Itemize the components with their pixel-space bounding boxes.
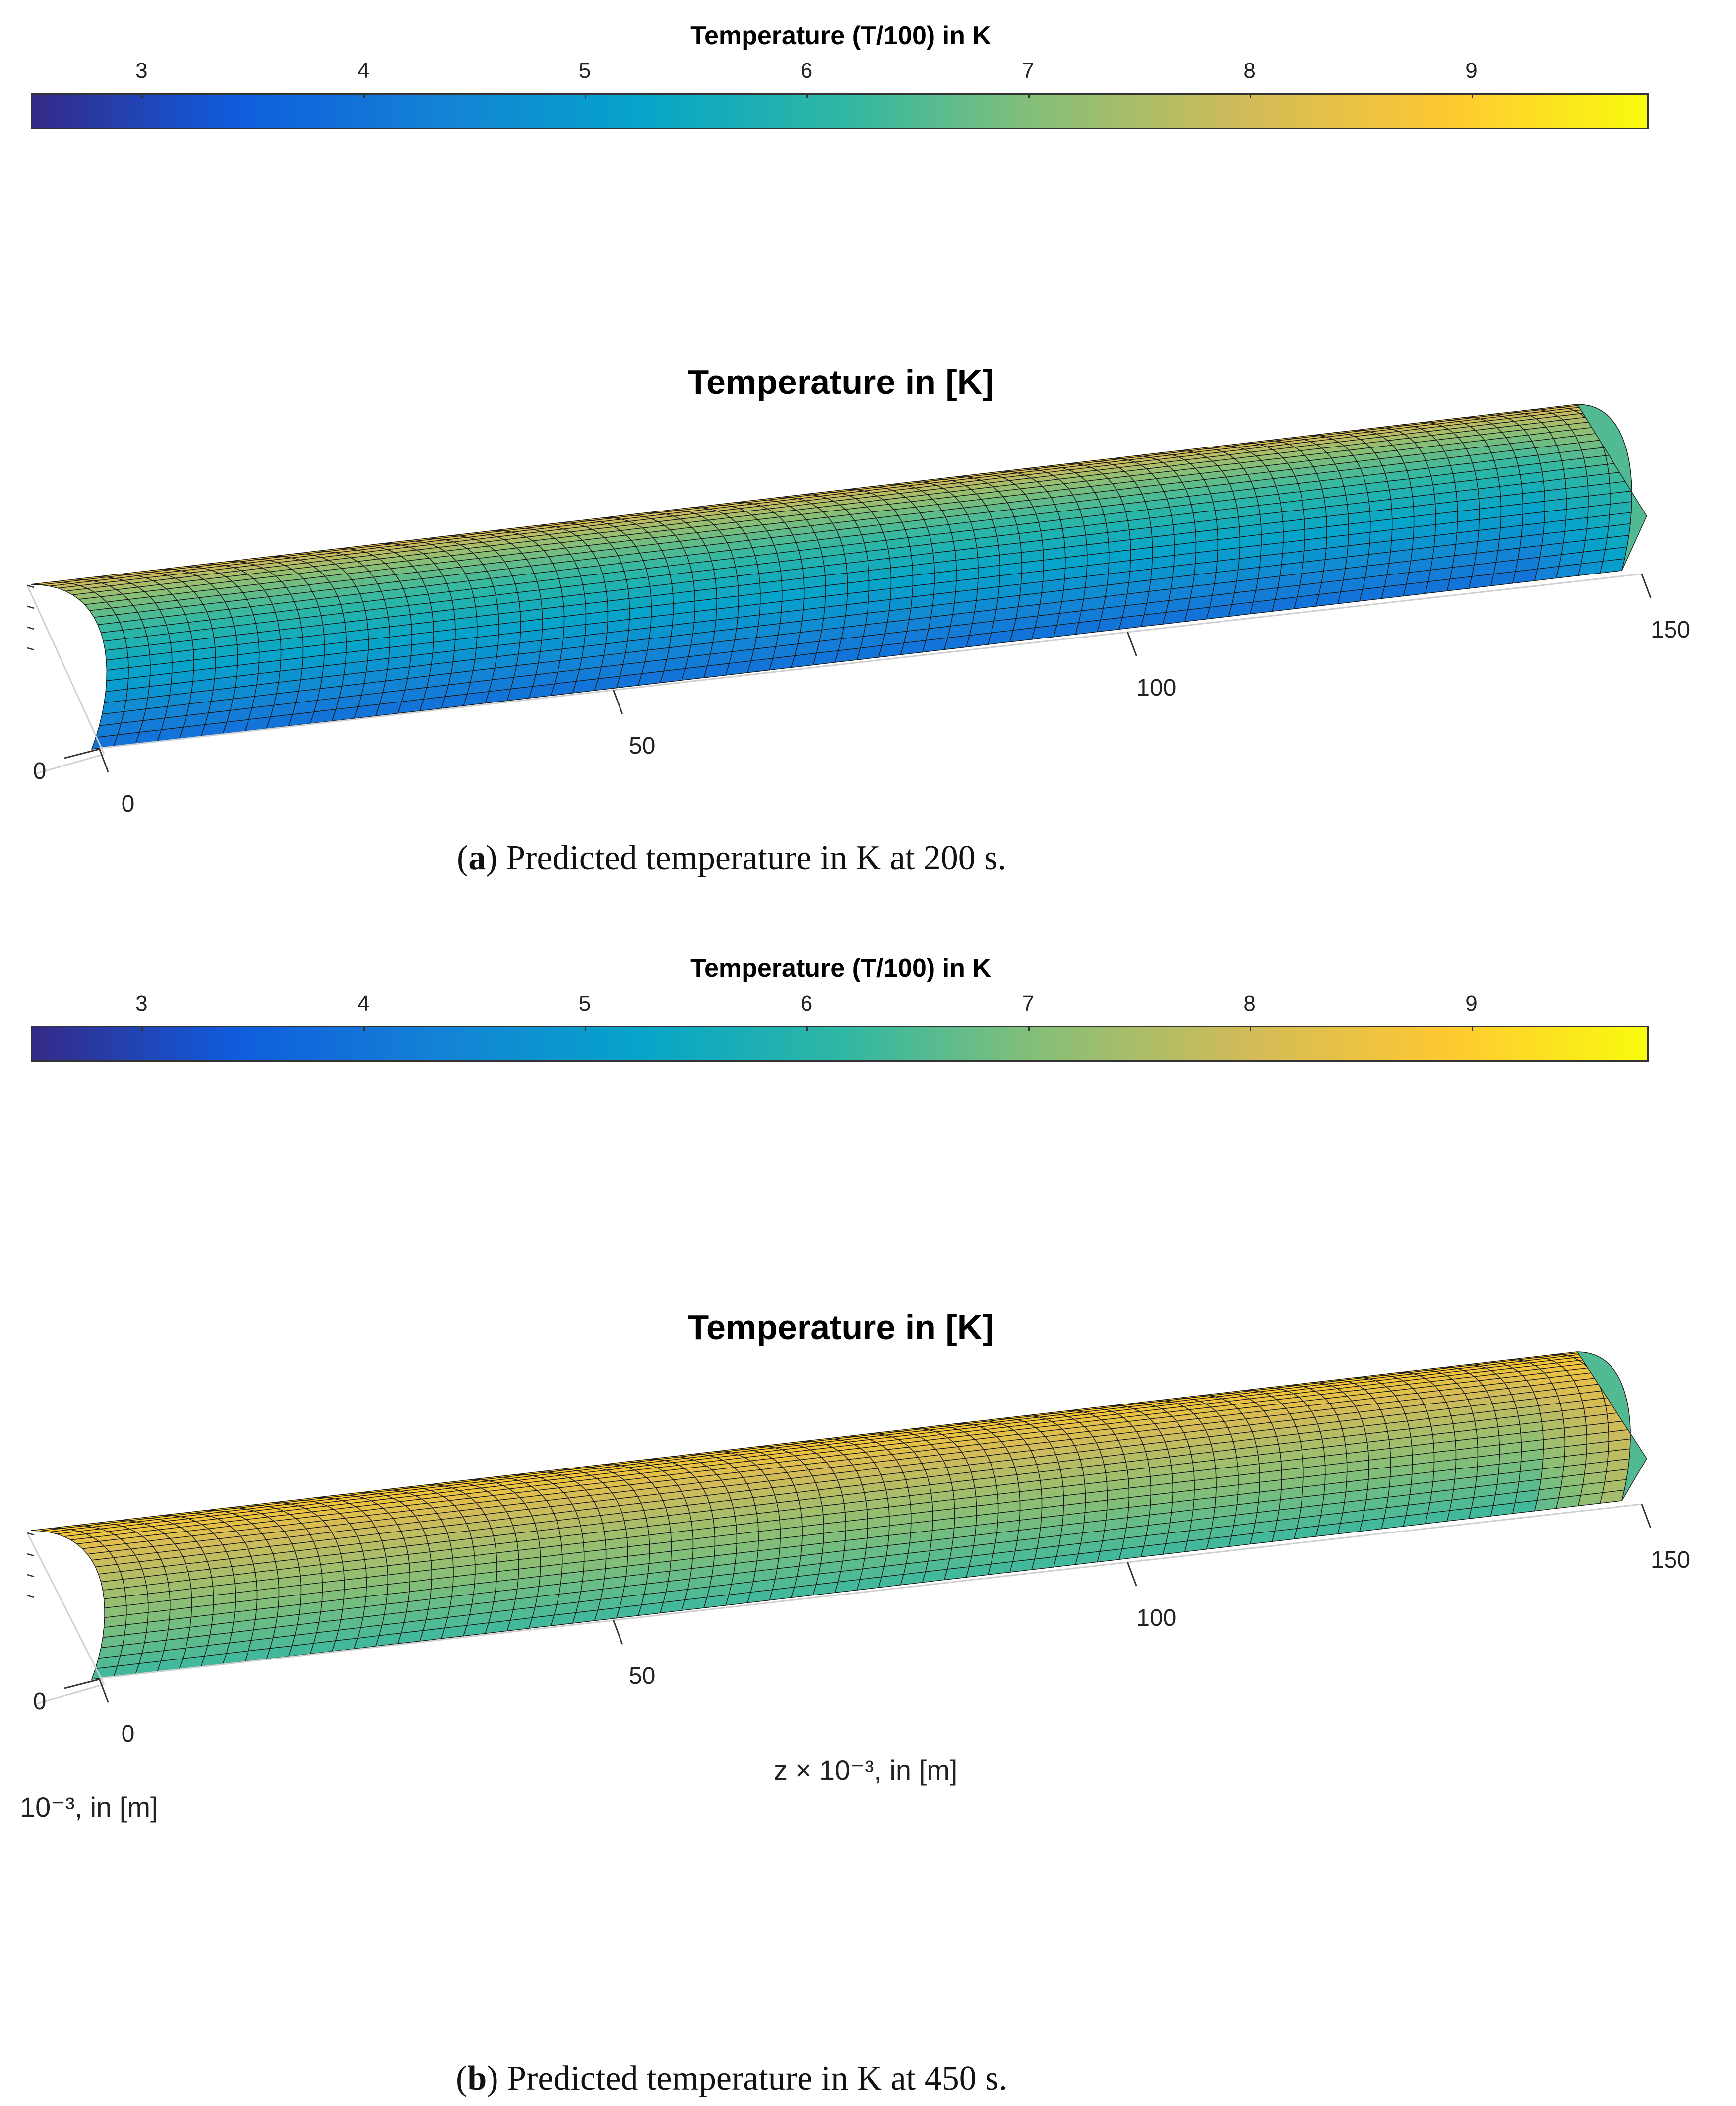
x-axis-line	[99, 573, 1642, 749]
plot-title: Temperature in [K]	[687, 363, 994, 401]
x-tick-label: 100	[1136, 675, 1176, 701]
colorbar-tick-label: 3	[135, 991, 148, 1016]
y-tick	[64, 1678, 100, 1689]
x-tick-label: 50	[629, 733, 655, 759]
colorbar-tick	[141, 93, 143, 98]
colorbar-title: Temperature (T/100) in K	[690, 21, 991, 50]
colorbar-tick-label: 5	[578, 59, 591, 83]
caption-letter: a	[468, 839, 486, 877]
colorbar	[31, 93, 1649, 129]
z-tick	[27, 584, 35, 588]
panel-a: Temperature (T/100) in K 3 4 5 6 7 8 9 Tempera…	[0, 0, 1736, 933]
colorbar-tick	[141, 1026, 143, 1031]
colorbar-tick	[585, 93, 587, 98]
caption-open: (	[457, 839, 469, 877]
colorbar-tick	[363, 1026, 365, 1031]
colorbar-tick	[806, 1026, 808, 1031]
z-tick	[27, 626, 35, 630]
panel-b: Temperature (T/100) in K 3 4 5 6 7 8 9 Tempera…	[0, 933, 1736, 2106]
x-tick	[613, 690, 623, 714]
colorbar-tick-label: 6	[800, 59, 813, 83]
x-tick	[1126, 1562, 1137, 1587]
z-tick	[27, 1574, 35, 1578]
x-tick	[98, 1678, 109, 1703]
colorbar-tick	[1249, 93, 1251, 98]
x-tick-label: 150	[1651, 617, 1690, 643]
x-tick-label: 50	[629, 1663, 655, 1689]
y-axis-line	[34, 753, 105, 775]
z-tick	[27, 1553, 35, 1557]
x-tick-label: 100	[1136, 1605, 1176, 1631]
left-edge-line	[26, 1532, 105, 1685]
colorbar-tick-label: 4	[357, 59, 370, 83]
caption-text: ) Predicted temperature in K at 450 s.	[487, 2059, 1007, 2098]
colorbar-tick	[1028, 1026, 1030, 1031]
surface-mesh	[30, 1351, 1647, 1680]
colorbar-tick	[1471, 1026, 1473, 1031]
colorbar-tick-label: 3	[135, 59, 148, 83]
y-axis-line	[34, 1683, 105, 1705]
colorbar-tick-label: 4	[357, 991, 370, 1016]
caption-open: (	[456, 2059, 468, 2098]
colorbar-tick-label: 7	[1022, 991, 1035, 1016]
x-tick	[1641, 574, 1652, 598]
x-tick	[1126, 632, 1137, 656]
plot-title: Temperature in [K]	[687, 1308, 994, 1346]
z-tick	[27, 647, 35, 651]
colorbar-tick	[1028, 93, 1030, 98]
colorbar-tick-label: 8	[1243, 991, 1256, 1016]
colorbar-tick-label: 5	[578, 991, 591, 1016]
x-tick-label: 0	[122, 1721, 135, 1747]
x-tick-label: 150	[1651, 1547, 1690, 1573]
y-tick-label: 0	[33, 758, 47, 784]
colorbar-tick	[1471, 93, 1473, 98]
z-tick	[27, 1595, 35, 1598]
axes: 0 50 100 150 0	[26, 1503, 1690, 1747]
surface-mesh	[30, 404, 1647, 750]
x-axis-title: z × 10⁻³, in [m]	[774, 1754, 958, 1786]
surface-end-face	[1576, 1351, 1647, 1501]
colorbar-tick-label: 9	[1465, 991, 1478, 1016]
figure-caption: (b) Predicted temperature in K at 450 s.	[0, 2059, 1463, 2099]
y-tick	[64, 748, 100, 759]
figure-caption: (a) Predicted temperature in K at 200 s.	[0, 838, 1463, 878]
left-edge-line	[26, 585, 105, 755]
axes: 0 50 100 150 0	[26, 573, 1690, 817]
x-tick	[613, 1620, 623, 1645]
z-tick	[27, 1532, 35, 1536]
colorbar-tick	[1249, 1026, 1251, 1031]
colorbar-tick-label: 8	[1243, 59, 1256, 83]
colorbar-tick-label: 6	[800, 991, 813, 1016]
x-tick	[1641, 1504, 1652, 1529]
caption-text: ) Predicted temperature in K at 200 s.	[486, 839, 1006, 877]
z-tick	[27, 605, 35, 609]
surface-plot: 0 50 100 150 0	[26, 1351, 1690, 1747]
caption-letter: b	[467, 2059, 487, 2098]
colorbar-tick	[363, 93, 365, 98]
colorbar-tick-label: 7	[1022, 59, 1035, 83]
x-tick	[98, 748, 109, 772]
colorbar-tick-label: 9	[1465, 59, 1478, 83]
colorbar-tick	[585, 1026, 587, 1031]
x-axis-line	[99, 1503, 1642, 1679]
surface-plot: 0 50 100 150 0	[26, 404, 1690, 817]
y-tick-label: 0	[33, 1688, 47, 1715]
x-tick-label: 0	[122, 791, 135, 817]
colorbar	[31, 1026, 1649, 1062]
colorbar-tick	[806, 93, 808, 98]
surface-end-face	[1576, 404, 1647, 571]
y-axis-title: 10⁻³, in [m]	[20, 1791, 158, 1823]
colorbar-title: Temperature (T/100) in K	[690, 954, 991, 983]
